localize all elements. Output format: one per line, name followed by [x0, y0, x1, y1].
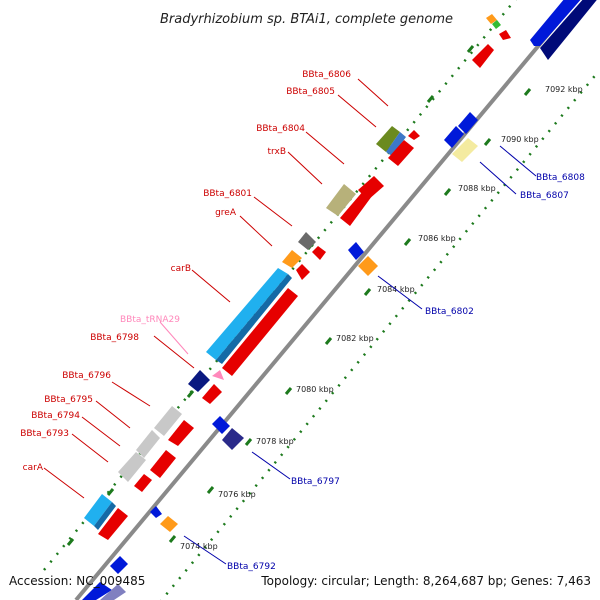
gene-label: trxB: [268, 147, 287, 157]
gene-feature: [216, 274, 292, 364]
gene-feature: [358, 176, 384, 200]
kbp-label: 7092 kbp: [545, 85, 583, 94]
kbp-label: 7078 kbp: [256, 437, 294, 446]
gene-feature: [386, 132, 406, 156]
gene-feature: [98, 508, 128, 540]
gene-feature: [212, 370, 224, 380]
kbp-label: 7088 kbp: [458, 184, 496, 193]
kbp-label: 7076 kbp: [218, 490, 256, 499]
gene-feature: [408, 130, 420, 140]
reverse-gene-labels: BBta_6808 BBta_6807 BBta_6802 BBta_6797 …: [227, 173, 585, 572]
gene-feature: [444, 126, 464, 148]
gene-feature: [530, 0, 581, 46]
gene-feature: [326, 184, 356, 216]
gene-label: BBta_6807: [520, 191, 569, 201]
gene-feature: [154, 406, 182, 436]
gene-feature: [136, 430, 160, 458]
gene-feature: [376, 126, 400, 152]
kbp-label: 7082 kbp: [336, 334, 374, 343]
gene-label: BBta_6792: [227, 562, 276, 572]
genome-backbone: [74, 0, 580, 600]
forward-gene-labels: BBta_6806 BBta_6805 BBta_6804 trxB BBta_…: [20, 70, 351, 473]
gene-label: carA: [23, 463, 44, 473]
gene-label: BBta_tRNA29: [120, 315, 180, 325]
gene-feature: [540, 0, 597, 60]
gene-feature: [348, 242, 364, 260]
gene-feature: [222, 288, 298, 376]
gene-label: BBta_6808: [536, 173, 585, 183]
gene-feature: [202, 384, 222, 404]
gene-feature: [212, 416, 230, 434]
gene-feature: [358, 256, 378, 276]
gene-label: BBta_6798: [90, 333, 139, 343]
gene-label: BBta_6797: [291, 477, 340, 487]
gene-feature: [340, 190, 372, 226]
gene-feature: [296, 264, 310, 280]
accession-text: Accession: NC_009485: [9, 574, 146, 588]
forward-label-connectors: [43, 78, 389, 499]
gene-feature: [206, 268, 288, 360]
trna-label-connector: [159, 321, 189, 355]
gene-feature: [150, 450, 176, 478]
gene-label: BBta_6806: [302, 70, 351, 80]
gene-label: BBta_6794: [31, 411, 80, 421]
gene-feature: [118, 452, 146, 482]
reverse-genes: [82, 112, 478, 600]
gene-label: BBta_6795: [44, 395, 93, 405]
gene-feature: [312, 246, 326, 260]
gene-label: BBta_6804: [256, 124, 305, 134]
gene-feature: [82, 582, 112, 600]
gene-feature: [388, 140, 414, 166]
gene-label: carB: [171, 264, 191, 274]
gene-feature: [188, 370, 210, 392]
gene-feature: [84, 494, 112, 526]
gene-feature: [100, 584, 126, 600]
gene-feature: [486, 14, 497, 24]
gene-label: greA: [215, 208, 237, 218]
gene-feature: [499, 30, 511, 40]
gene-feature: [94, 502, 116, 530]
gene-feature: [160, 516, 178, 532]
gene-feature: [222, 428, 244, 450]
gene-label: BBta_6802: [425, 307, 474, 317]
topology-text: Topology: circular; Length: 8,264,687 bp…: [261, 574, 591, 588]
kbp-label: 7080 kbp: [296, 385, 334, 394]
gene-feature: [452, 138, 478, 162]
gene-feature: [134, 474, 152, 492]
forward-genes: [84, 0, 597, 540]
gene-feature: [110, 556, 128, 574]
kbp-major-ticks: [168, 88, 532, 543]
gene-feature: [282, 250, 302, 268]
gene-label: BBta_6805: [286, 87, 335, 97]
reverse-label-connectors: [183, 145, 537, 565]
genome-title: Bradyrhizobium sp. BTAi1, complete genom…: [160, 12, 453, 27]
kbp-label: 7090 kbp: [501, 135, 539, 144]
gene-label: BBta_6796: [62, 371, 111, 381]
gene-feature: [492, 20, 501, 29]
gene-feature: [150, 506, 162, 518]
kbp-label: 7086 kbp: [418, 234, 456, 243]
gene-feature: [298, 232, 316, 250]
gene-feature: [168, 420, 194, 446]
gene-label: BBta_6793: [20, 429, 69, 439]
gene-feature: [458, 112, 478, 134]
gene-feature: [472, 44, 494, 68]
gene-label: BBta_6801: [203, 189, 252, 199]
